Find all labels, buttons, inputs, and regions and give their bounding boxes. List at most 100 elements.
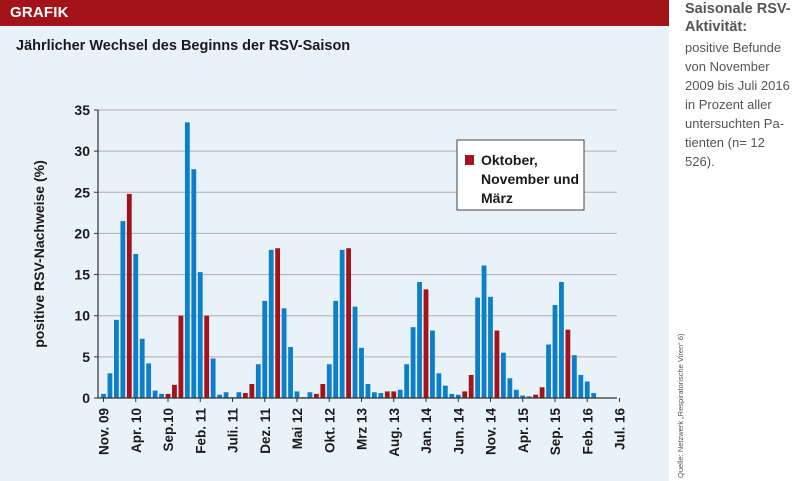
grid-lines [98, 109, 617, 358]
bar [591, 393, 597, 398]
header-bar: GRAFIK [0, 0, 669, 26]
bar-highlight [346, 248, 351, 398]
legend-label-line: März [481, 190, 513, 206]
x-tick-label: Feb. 16 [580, 408, 595, 455]
bar-highlight [565, 329, 571, 398]
bar-highlight [462, 391, 468, 398]
chart-panel [0, 0, 669, 481]
bar-chart: 0 5 10 15 20 25 30 35 Nov. 09 Apr. 10 Sep.10 Feb. … [31, 102, 628, 457]
x-tick-label: Nov. 09 [97, 408, 112, 455]
bar [255, 364, 261, 398]
bar [488, 296, 493, 398]
x-tick-label: Jul. 16 [613, 408, 628, 451]
bar [404, 364, 410, 398]
bar-highlight [468, 374, 474, 398]
x-tick-label: Nov. 14 [484, 408, 499, 456]
bar-highlight [249, 384, 255, 398]
side-heading: Saisonale RSV-Aktivität: [685, 1, 791, 35]
y-axis-label: positive RSV-Nachweise (%) [31, 160, 47, 348]
bar [442, 385, 448, 398]
bar [571, 355, 577, 398]
bar [552, 305, 558, 398]
x-tick-label: Jan. 14 [419, 408, 434, 454]
bar [417, 281, 422, 398]
bar [352, 306, 358, 398]
legend-swatch-red [465, 155, 474, 165]
bar-highlight [275, 248, 281, 398]
y-tick-label: 15 [74, 267, 90, 283]
bar [307, 392, 313, 398]
bar [101, 393, 106, 398]
y-tick-label: 25 [74, 184, 90, 200]
bar-highlight [533, 394, 539, 398]
bar [475, 297, 480, 398]
y-tick-label: 20 [74, 225, 90, 241]
bar-highlight [313, 393, 319, 398]
bar [513, 389, 519, 398]
y-tick-label: 10 [74, 308, 90, 324]
x-tick-label: Aug. 13 [387, 408, 402, 457]
bar [455, 394, 461, 398]
bar [236, 392, 242, 398]
x-tick-label: Feb. 11 [193, 408, 208, 454]
bar-highlight [384, 391, 390, 398]
chart-title: Jährlicher Wechsel des Beginns der RSV-S… [16, 38, 351, 54]
bar [197, 272, 203, 398]
header-label: GRAFIK [10, 4, 69, 21]
y-tick-label: 5 [82, 349, 90, 365]
bar [501, 352, 506, 398]
bar [184, 122, 190, 398]
bar-highlight [172, 384, 177, 398]
bar [146, 363, 152, 398]
bar [378, 393, 384, 398]
x-tick-label: Mai 12 [290, 408, 305, 449]
bar [223, 392, 229, 398]
bar [114, 319, 119, 398]
bar [410, 327, 416, 398]
bar [481, 265, 487, 398]
bar-highlight [423, 289, 429, 398]
y-tick-label: 0 [82, 390, 90, 406]
bar [365, 384, 371, 398]
bar [546, 344, 551, 398]
bar [333, 300, 339, 398]
bar [268, 249, 274, 398]
source-note: Quelle: Netzwerk „Respiratorische Viren“… [676, 333, 685, 479]
bars [101, 122, 597, 398]
bar-highlight [539, 387, 545, 398]
legend-label-line: November und [481, 171, 579, 187]
bar [159, 393, 164, 398]
bar-highlight [391, 391, 397, 398]
legend: Oktober, November und März [456, 139, 585, 211]
bar [430, 330, 435, 398]
bar [339, 249, 345, 398]
bar [217, 394, 222, 398]
bar-highlight [494, 330, 500, 398]
bar [526, 396, 532, 398]
y-tick-label: 35 [74, 102, 90, 118]
x-tick-label: Sep.10 [161, 408, 176, 452]
legend-label-line: Oktober, [481, 152, 538, 168]
x-tick-label: Sep. 15 [548, 408, 563, 456]
bar [210, 358, 216, 398]
x-tick-label: Dez. 11 [258, 408, 273, 454]
x-tick-label: Okt. 12 [322, 408, 337, 453]
legend-box [456, 139, 585, 211]
side-description: positive Befunde von November 2009 bis J… [685, 40, 790, 169]
bar [120, 221, 126, 398]
bar-highlight [320, 384, 326, 398]
x-tick-label: Mrz 13 [355, 408, 370, 451]
bar [139, 338, 145, 398]
x-tick-label: Juli. 11 [226, 408, 241, 454]
bar [559, 281, 564, 398]
x-tick-label: Jun. 14 [451, 408, 466, 455]
bar-highlight [165, 393, 171, 398]
bar-highlight [243, 393, 248, 398]
x-tick-label: Apr. 10 [129, 408, 144, 453]
bar-highlight [204, 315, 210, 398]
bar [520, 395, 526, 398]
y-tick-label: 30 [74, 143, 90, 159]
y-axis-ticks: 0 5 10 15 20 25 30 35 [74, 102, 98, 406]
bar [436, 373, 442, 398]
bar [359, 347, 364, 398]
